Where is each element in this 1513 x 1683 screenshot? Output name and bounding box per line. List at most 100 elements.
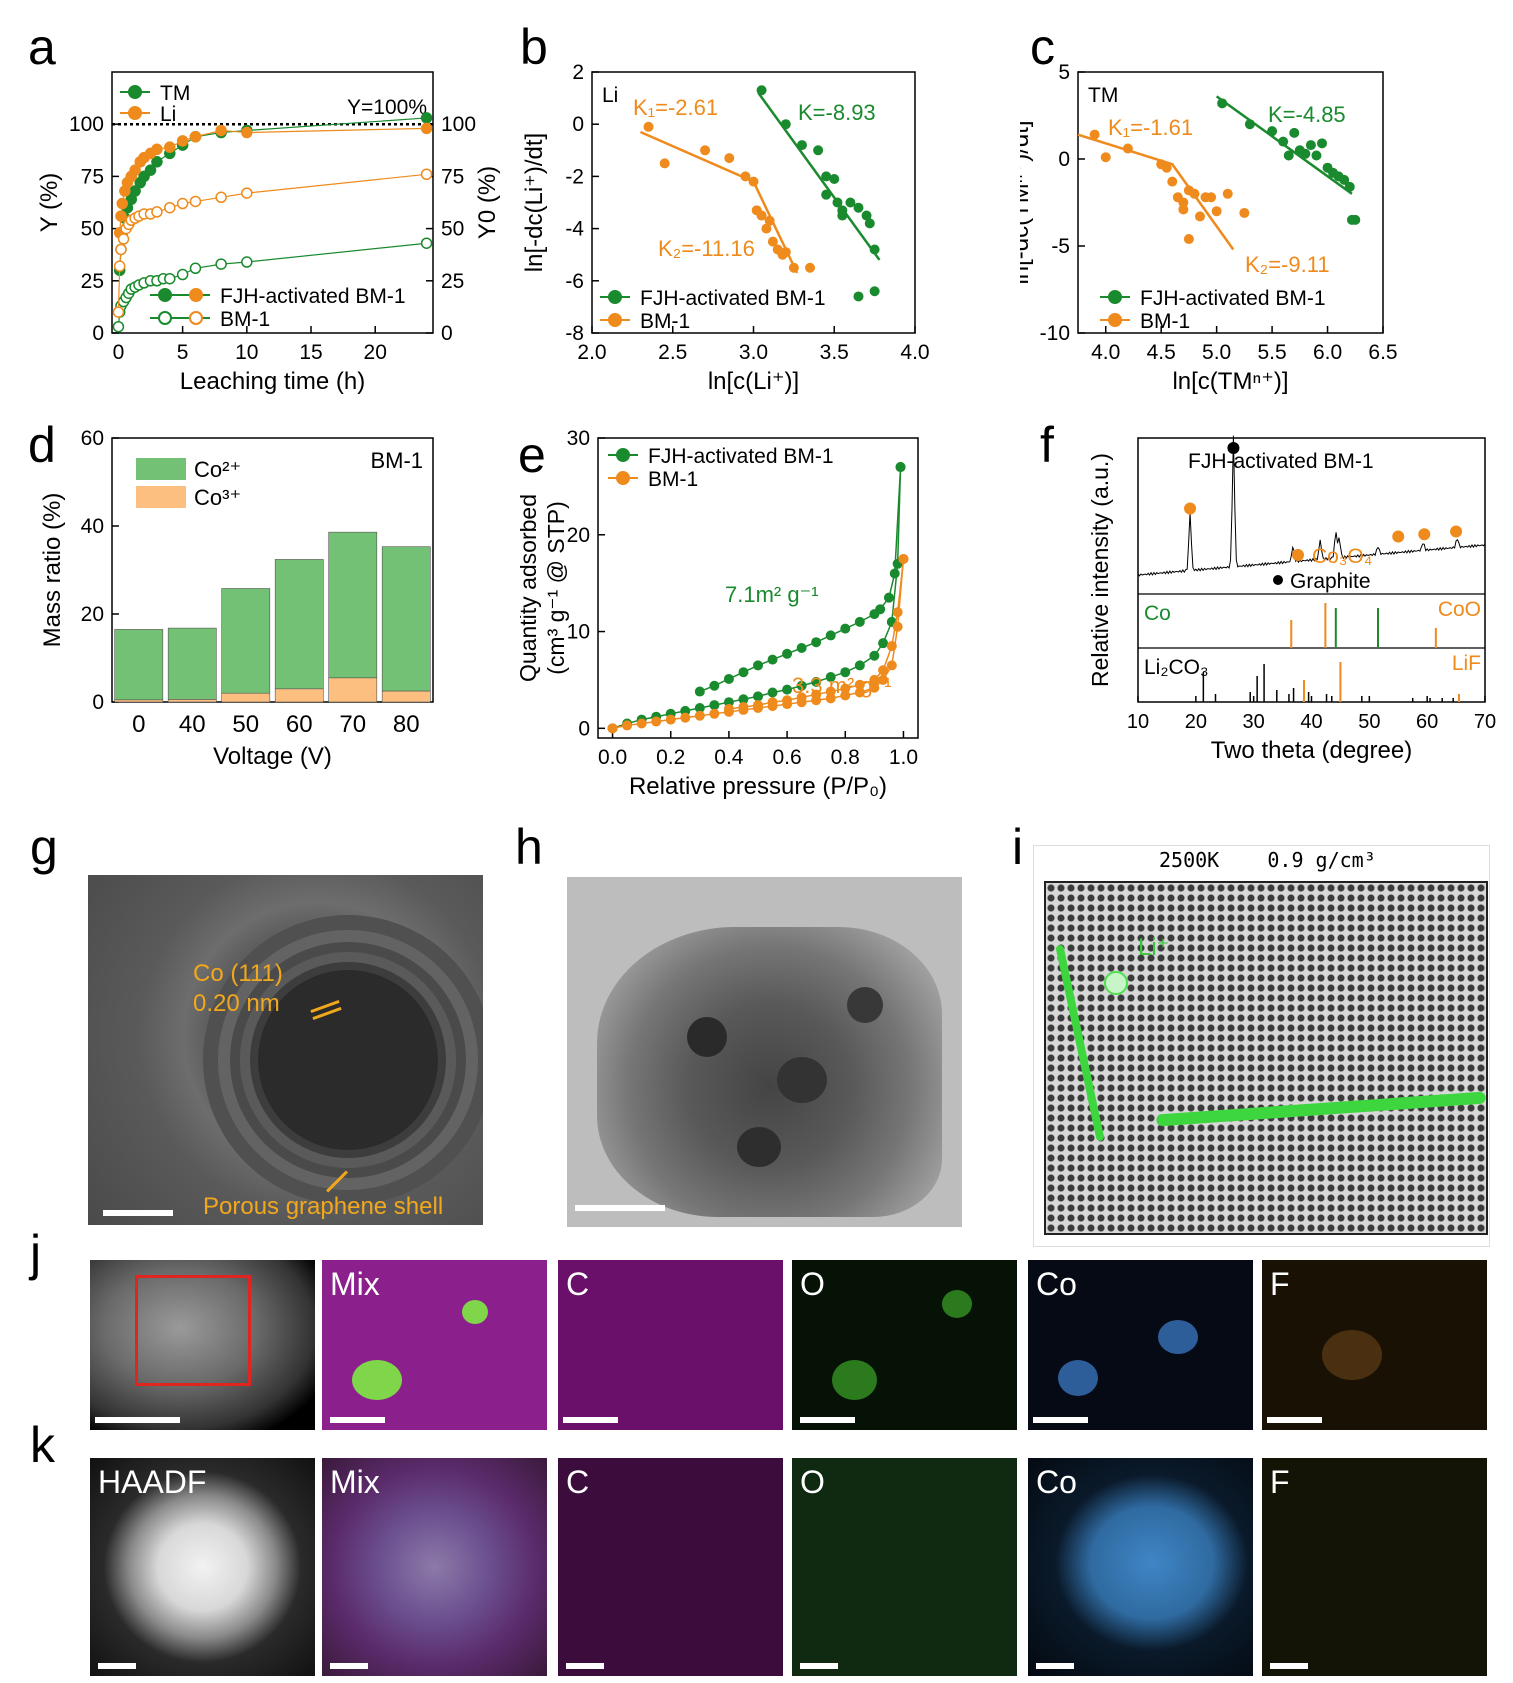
data-point bbox=[782, 695, 793, 706]
data-point bbox=[1211, 206, 1222, 217]
data-point bbox=[869, 682, 880, 693]
data-point bbox=[767, 687, 778, 698]
ref-label: CoO bbox=[1438, 598, 1481, 621]
data-point bbox=[115, 243, 127, 256]
li-path bbox=[1155, 1091, 1487, 1127]
map-label: Co bbox=[1036, 1266, 1077, 1302]
x-tick-label: 20 bbox=[1185, 711, 1207, 733]
y2-tick-label: 25 bbox=[441, 270, 464, 293]
y-tick-label: 40 bbox=[81, 515, 104, 538]
panel-letter-d: d bbox=[28, 417, 56, 473]
x-tick-label: 0.0 bbox=[598, 746, 627, 769]
data-point bbox=[854, 687, 865, 698]
legend-marker bbox=[616, 448, 630, 462]
data-point bbox=[700, 145, 711, 156]
data-point bbox=[709, 680, 720, 691]
data-point bbox=[889, 568, 900, 579]
ref-label: LiF bbox=[1452, 652, 1481, 675]
reference-label: Y=100% bbox=[347, 96, 427, 119]
data-point bbox=[112, 306, 125, 318]
particle-dot bbox=[737, 1127, 781, 1167]
data-point bbox=[796, 692, 807, 703]
data-point bbox=[1161, 162, 1172, 173]
scale-bar bbox=[1036, 1663, 1074, 1669]
x-tick-label: 40 bbox=[1300, 711, 1322, 733]
legend-marker bbox=[189, 311, 203, 325]
data-point bbox=[886, 660, 897, 671]
y-tick-label: -4 bbox=[565, 218, 584, 241]
chart-leaching-yield: 0 5 10 15 20 0 25 50 75 100 Leaching time (h) Y (%)… bbox=[36, 71, 501, 395]
data-point bbox=[869, 650, 880, 661]
x-axis-label: Leaching time (h) bbox=[180, 368, 365, 395]
data-point bbox=[665, 714, 676, 725]
map-label: Mix bbox=[330, 1464, 380, 1500]
legend-marker bbox=[616, 471, 630, 485]
data-point bbox=[1305, 140, 1316, 151]
data-point bbox=[780, 247, 791, 258]
legend-label: BM-1 bbox=[648, 468, 698, 491]
data-point bbox=[1183, 234, 1194, 245]
slope-label: K₁=-1.61 bbox=[1108, 115, 1193, 140]
map-label: O bbox=[800, 1266, 825, 1302]
corner-label: BM-1 bbox=[370, 448, 423, 473]
y-axis-label: Mass ratio (%) bbox=[39, 493, 66, 648]
data-point bbox=[813, 145, 824, 156]
oxygen-cluster bbox=[942, 1290, 972, 1318]
data-point bbox=[723, 673, 734, 684]
green-cluster bbox=[462, 1300, 488, 1324]
x-tick-label: 10 bbox=[1127, 711, 1149, 733]
legend-label: FJH-activated BM-1 bbox=[220, 285, 406, 308]
data-point bbox=[176, 268, 189, 281]
xrd-pattern bbox=[1137, 435, 1486, 577]
data-point bbox=[782, 684, 793, 695]
scale-bar bbox=[1267, 1417, 1322, 1423]
data-point bbox=[753, 660, 763, 671]
panel-letter-h: h bbox=[515, 819, 543, 875]
chart-tm-kinetics: 4.0 4.5 5.0 5.5 6.0 6.5 -10 -5 0 5 ln[c(TMⁿ⁺)] ln[-… bbox=[1020, 61, 1398, 395]
data-point bbox=[1311, 150, 1322, 161]
map-label: C bbox=[566, 1266, 590, 1302]
x-tick-label: 0.2 bbox=[656, 746, 685, 769]
haadf-image: HAADF bbox=[90, 1458, 315, 1676]
data-point bbox=[1217, 98, 1228, 109]
y2-axis-label: Y0 (%) bbox=[474, 166, 501, 239]
eds-c-k: C bbox=[558, 1458, 783, 1676]
data-point bbox=[840, 623, 851, 634]
scale-bar bbox=[800, 1417, 855, 1423]
slope-label: K=-8.93 bbox=[798, 100, 876, 125]
phase-marker bbox=[1450, 525, 1463, 538]
data-point bbox=[241, 256, 253, 268]
data-point bbox=[748, 176, 759, 187]
data-point bbox=[740, 171, 751, 182]
scale-bar bbox=[330, 1417, 385, 1423]
scale-bar bbox=[575, 1205, 665, 1211]
y-tick-label: 25 bbox=[81, 270, 104, 293]
chart-li-kinetics: 2.0 2.5 3.0 3.5 4.0 -8 -6 -4 -2 0 2 ln[c(Li⁺)] ln[-d… bbox=[521, 61, 930, 395]
legend-marker bbox=[1292, 549, 1304, 561]
data-point bbox=[1178, 197, 1189, 208]
y-tick-label: 5 bbox=[1058, 61, 1070, 84]
legend-label: BM-1 bbox=[220, 308, 270, 331]
y-tick-label: -8 bbox=[565, 322, 584, 345]
data-point bbox=[761, 223, 772, 234]
ref-label: Co bbox=[1144, 602, 1171, 625]
x-tick-label: 6.5 bbox=[1368, 341, 1397, 364]
x-tick-label: 4.5 bbox=[1147, 341, 1176, 364]
x-tick-label: 5.5 bbox=[1257, 341, 1286, 364]
sample-label: FJH-activated BM-1 bbox=[1188, 450, 1374, 473]
x-tick-label: 2.0 bbox=[577, 341, 606, 364]
x-tick-label: 80 bbox=[393, 711, 420, 738]
data-point bbox=[709, 708, 720, 719]
legend-label: FJH-activated BM-1 bbox=[1140, 287, 1326, 310]
bar-segment bbox=[274, 559, 324, 690]
x-tick-label: 3.5 bbox=[820, 341, 849, 364]
panel-letter-i: i bbox=[1012, 819, 1024, 875]
eds-mix-j: Mix bbox=[322, 1260, 547, 1430]
data-point bbox=[694, 686, 705, 697]
scale-bar bbox=[800, 1663, 838, 1669]
eds-f-j: F bbox=[1262, 1260, 1487, 1430]
y-axis-label-unit: (cm³ g⁻¹ @ STP) bbox=[543, 501, 569, 674]
legend-marker bbox=[1108, 290, 1122, 304]
x-tick-label: 0.4 bbox=[714, 746, 744, 769]
x-tick-label: 10 bbox=[235, 341, 258, 364]
